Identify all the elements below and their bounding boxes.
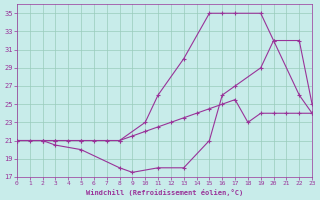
X-axis label: Windchill (Refroidissement éolien,°C): Windchill (Refroidissement éolien,°C) [86,189,243,196]
